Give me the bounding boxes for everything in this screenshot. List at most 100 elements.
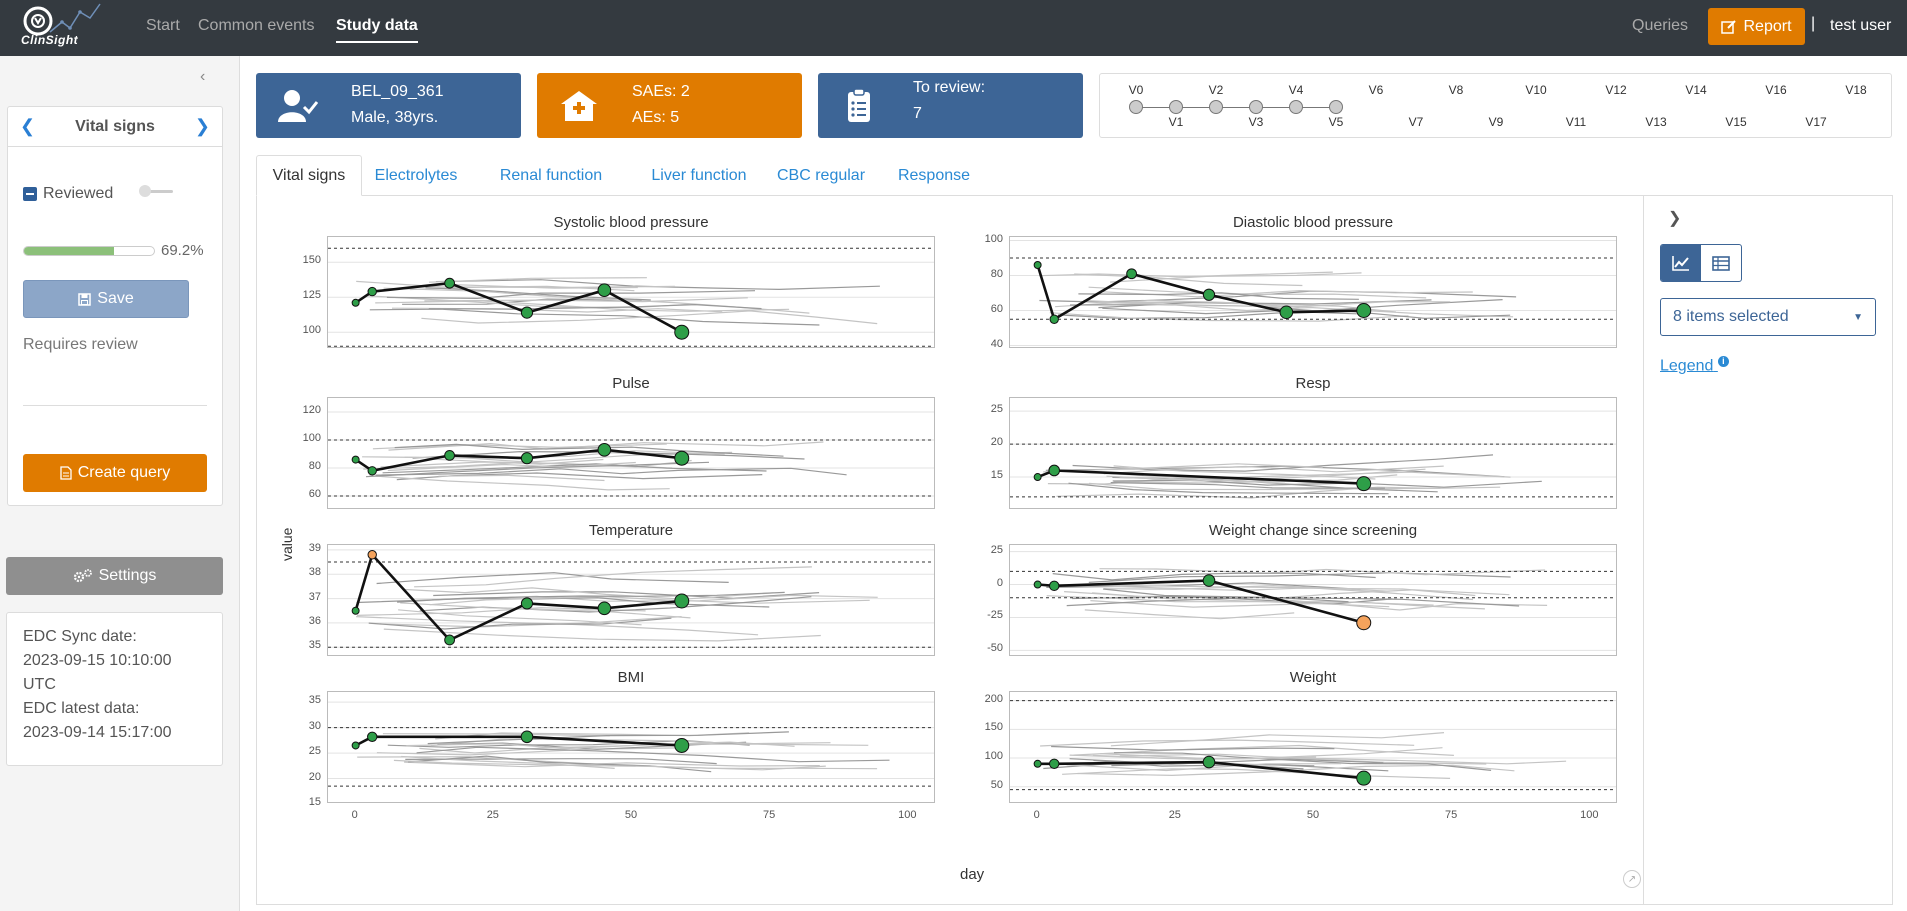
patient-point[interactable]: [1279, 305, 1294, 320]
patient-point[interactable]: [1049, 580, 1060, 592]
chart-panel[interactable]: [327, 236, 935, 348]
y-tick-label: 20: [990, 436, 1003, 449]
visit-label: V2: [1208, 83, 1224, 97]
patient-point[interactable]: [1048, 464, 1061, 477]
patient-point[interactable]: [367, 550, 377, 560]
population-line: [1110, 271, 1333, 283]
tab-liver-function[interactable]: Liver function: [651, 166, 747, 184]
chart-panel[interactable]: [1009, 236, 1617, 348]
chart-panel[interactable]: [327, 544, 935, 656]
adverse-events-box[interactable]: SAEs: 2 AEs: 5: [537, 73, 802, 138]
reviewed-checkbox[interactable]: Reviewed: [23, 185, 113, 203]
patient-point[interactable]: [444, 634, 455, 646]
patient-point[interactable]: [1356, 770, 1372, 786]
patient-point[interactable]: [351, 455, 360, 464]
y-tick-label: 150: [984, 721, 1003, 734]
nav-common-events[interactable]: Common events: [198, 17, 315, 34]
patient-point[interactable]: [1033, 261, 1042, 269]
patient-point[interactable]: [1202, 574, 1216, 587]
review-toggle[interactable]: [139, 185, 175, 197]
user-menu[interactable]: test user: [1830, 17, 1892, 34]
nav-study-data[interactable]: Study data: [336, 17, 418, 43]
patient-point[interactable]: [367, 466, 377, 476]
chart-panel[interactable]: [1009, 544, 1617, 656]
patient-point[interactable]: [597, 443, 612, 457]
create-query-button[interactable]: Create query: [23, 454, 207, 492]
population-line: [1068, 482, 1389, 495]
items-selector[interactable]: 8 items selected ▼: [1660, 298, 1876, 336]
legend-link[interactable]: Legend i: [1660, 356, 1729, 375]
y-tick-label: 100: [302, 324, 321, 337]
patient-point[interactable]: [674, 737, 690, 753]
clipboard-list-icon: [848, 89, 870, 122]
chart-panel[interactable]: [1009, 691, 1617, 803]
patient-point[interactable]: [1049, 314, 1059, 324]
patient-point[interactable]: [1033, 759, 1042, 768]
patient-point[interactable]: [351, 298, 360, 307]
visit-label: V18: [1845, 83, 1867, 97]
visit-dot[interactable]: [1209, 100, 1223, 114]
patient-point[interactable]: [1049, 758, 1060, 769]
patient-point[interactable]: [674, 324, 690, 340]
patient-point[interactable]: [1202, 288, 1216, 301]
visit-label: V6: [1368, 83, 1384, 97]
plot-controls: ❯ 8 items selected ▼ Legend i: [1644, 196, 1894, 905]
nav-start[interactable]: Start: [146, 17, 180, 34]
patient-point[interactable]: [1356, 303, 1372, 318]
patient-point[interactable]: [674, 450, 690, 466]
report-button[interactable]: Report: [1708, 8, 1805, 45]
patient-point[interactable]: [520, 452, 534, 465]
visit-dot[interactable]: [1289, 100, 1303, 114]
table-view-button[interactable]: [1701, 245, 1741, 281]
patient-point[interactable]: [520, 730, 534, 744]
patient-point[interactable]: [520, 597, 534, 610]
patient-point[interactable]: [1202, 755, 1216, 769]
sync-info-card: EDC Sync date: 2023-09-15 10:10:00 UTC E…: [6, 612, 223, 766]
chart-panel[interactable]: [1009, 397, 1617, 509]
patient-point[interactable]: [367, 286, 377, 297]
population-line: [431, 458, 604, 465]
patient-point[interactable]: [444, 277, 455, 289]
patient-point[interactable]: [1356, 615, 1372, 631]
patient-point[interactable]: [674, 593, 690, 609]
patient-point[interactable]: [444, 450, 455, 461]
visit-dot[interactable]: [1129, 100, 1143, 114]
visit-dot[interactable]: [1169, 100, 1183, 114]
patient-point[interactable]: [1033, 473, 1042, 482]
visit-dot[interactable]: [1329, 100, 1343, 114]
patient-point[interactable]: [367, 731, 378, 742]
patient-point[interactable]: [1033, 580, 1042, 589]
clinsight-logo-icon[interactable]: [4, 2, 104, 52]
tab-response[interactable]: Response: [897, 166, 971, 184]
patient-point[interactable]: [1126, 268, 1137, 280]
nav-queries[interactable]: Queries: [1632, 17, 1689, 34]
visit-label: V11: [1565, 115, 1587, 129]
chart-panel[interactable]: [327, 691, 935, 803]
patient-line: [354, 735, 682, 747]
x-tick-label: 25: [486, 809, 499, 821]
tab-vital-signs[interactable]: Vital signs: [256, 155, 362, 196]
vital-signs-plot[interactable]: value day ↗ Systolic blood pressure 100 12…: [257, 196, 1644, 905]
save-button[interactable]: Save: [23, 280, 189, 318]
tab-renal-function[interactable]: Renal function: [499, 166, 603, 184]
next-form-icon[interactable]: ❯: [194, 116, 210, 136]
population-line: [424, 297, 748, 303]
patient-point[interactable]: [597, 601, 612, 616]
tab-cbc-regular[interactable]: CBC regular: [776, 166, 866, 184]
expand-panel-icon[interactable]: ❯: [1668, 210, 1682, 227]
sidebar-collapse-icon[interactable]: ‹: [200, 68, 206, 85]
patient-point[interactable]: [351, 606, 360, 615]
expand-icon[interactable]: ↗: [1623, 870, 1641, 888]
patient-point[interactable]: [1356, 476, 1372, 492]
patient-point[interactable]: [351, 741, 360, 750]
chart-panel[interactable]: [327, 397, 935, 509]
population-line: [425, 287, 651, 301]
chart-view-button[interactable]: [1661, 245, 1701, 281]
chart-svg: [1010, 551, 1616, 651]
patient-point[interactable]: [597, 283, 612, 298]
settings-button[interactable]: Settings: [6, 557, 223, 595]
prev-form-icon[interactable]: ❮: [20, 116, 36, 136]
tab-electrolytes[interactable]: Electrolytes: [374, 166, 458, 184]
patient-point[interactable]: [520, 306, 534, 319]
visit-dot[interactable]: [1249, 100, 1263, 114]
